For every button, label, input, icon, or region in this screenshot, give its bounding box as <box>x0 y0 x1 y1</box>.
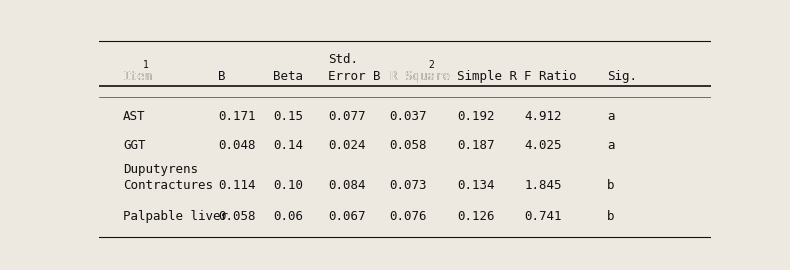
Text: Std.: Std. <box>329 53 359 66</box>
Text: 0.058: 0.058 <box>218 210 256 223</box>
Text: 2: 2 <box>429 60 435 70</box>
Text: a: a <box>607 139 615 152</box>
Text: 0.067: 0.067 <box>329 210 366 223</box>
Text: 0.058: 0.058 <box>389 139 427 152</box>
Text: Contractures: Contractures <box>123 179 213 192</box>
Text: 0.114: 0.114 <box>218 179 256 192</box>
Text: 0.024: 0.024 <box>329 139 366 152</box>
Text: 0.187: 0.187 <box>457 139 495 152</box>
Text: Item: Item <box>123 70 153 83</box>
Text: Palpable liver: Palpable liver <box>123 210 228 223</box>
Text: 0.192: 0.192 <box>457 110 495 123</box>
Text: 0.084: 0.084 <box>329 179 366 192</box>
Text: 0.037: 0.037 <box>389 110 427 123</box>
Text: B: B <box>218 70 226 83</box>
Text: AST: AST <box>123 110 145 123</box>
Text: 1: 1 <box>143 60 149 70</box>
Text: 0.048: 0.048 <box>218 139 256 152</box>
Text: 0.06: 0.06 <box>273 210 303 223</box>
Text: Beta: Beta <box>273 70 303 83</box>
Text: R Square2: R Square2 <box>389 70 457 83</box>
Text: R Square: R Square <box>389 70 450 83</box>
Text: b: b <box>607 210 615 223</box>
Text: Sig.: Sig. <box>607 70 637 83</box>
Text: b: b <box>607 179 615 192</box>
Text: GGT: GGT <box>123 139 145 152</box>
Text: Simple R: Simple R <box>457 70 517 83</box>
Text: 4.025: 4.025 <box>525 139 562 152</box>
Text: 4.912: 4.912 <box>525 110 562 123</box>
Text: 0.741: 0.741 <box>525 210 562 223</box>
Text: Error B: Error B <box>329 70 381 83</box>
Text: 0.15: 0.15 <box>273 110 303 123</box>
Text: 0.126: 0.126 <box>457 210 495 223</box>
Text: 0.171: 0.171 <box>218 110 256 123</box>
Text: 0.10: 0.10 <box>273 179 303 192</box>
Text: Duputyrens: Duputyrens <box>123 163 198 176</box>
Text: 0.134: 0.134 <box>457 179 495 192</box>
Text: 0.14: 0.14 <box>273 139 303 152</box>
Text: a: a <box>607 110 615 123</box>
Text: Item1: Item1 <box>123 70 160 83</box>
Text: F Ratio: F Ratio <box>525 70 577 83</box>
Text: 0.073: 0.073 <box>389 179 427 192</box>
Text: 0.076: 0.076 <box>389 210 427 223</box>
Text: 1.845: 1.845 <box>525 179 562 192</box>
Text: 0.077: 0.077 <box>329 110 366 123</box>
